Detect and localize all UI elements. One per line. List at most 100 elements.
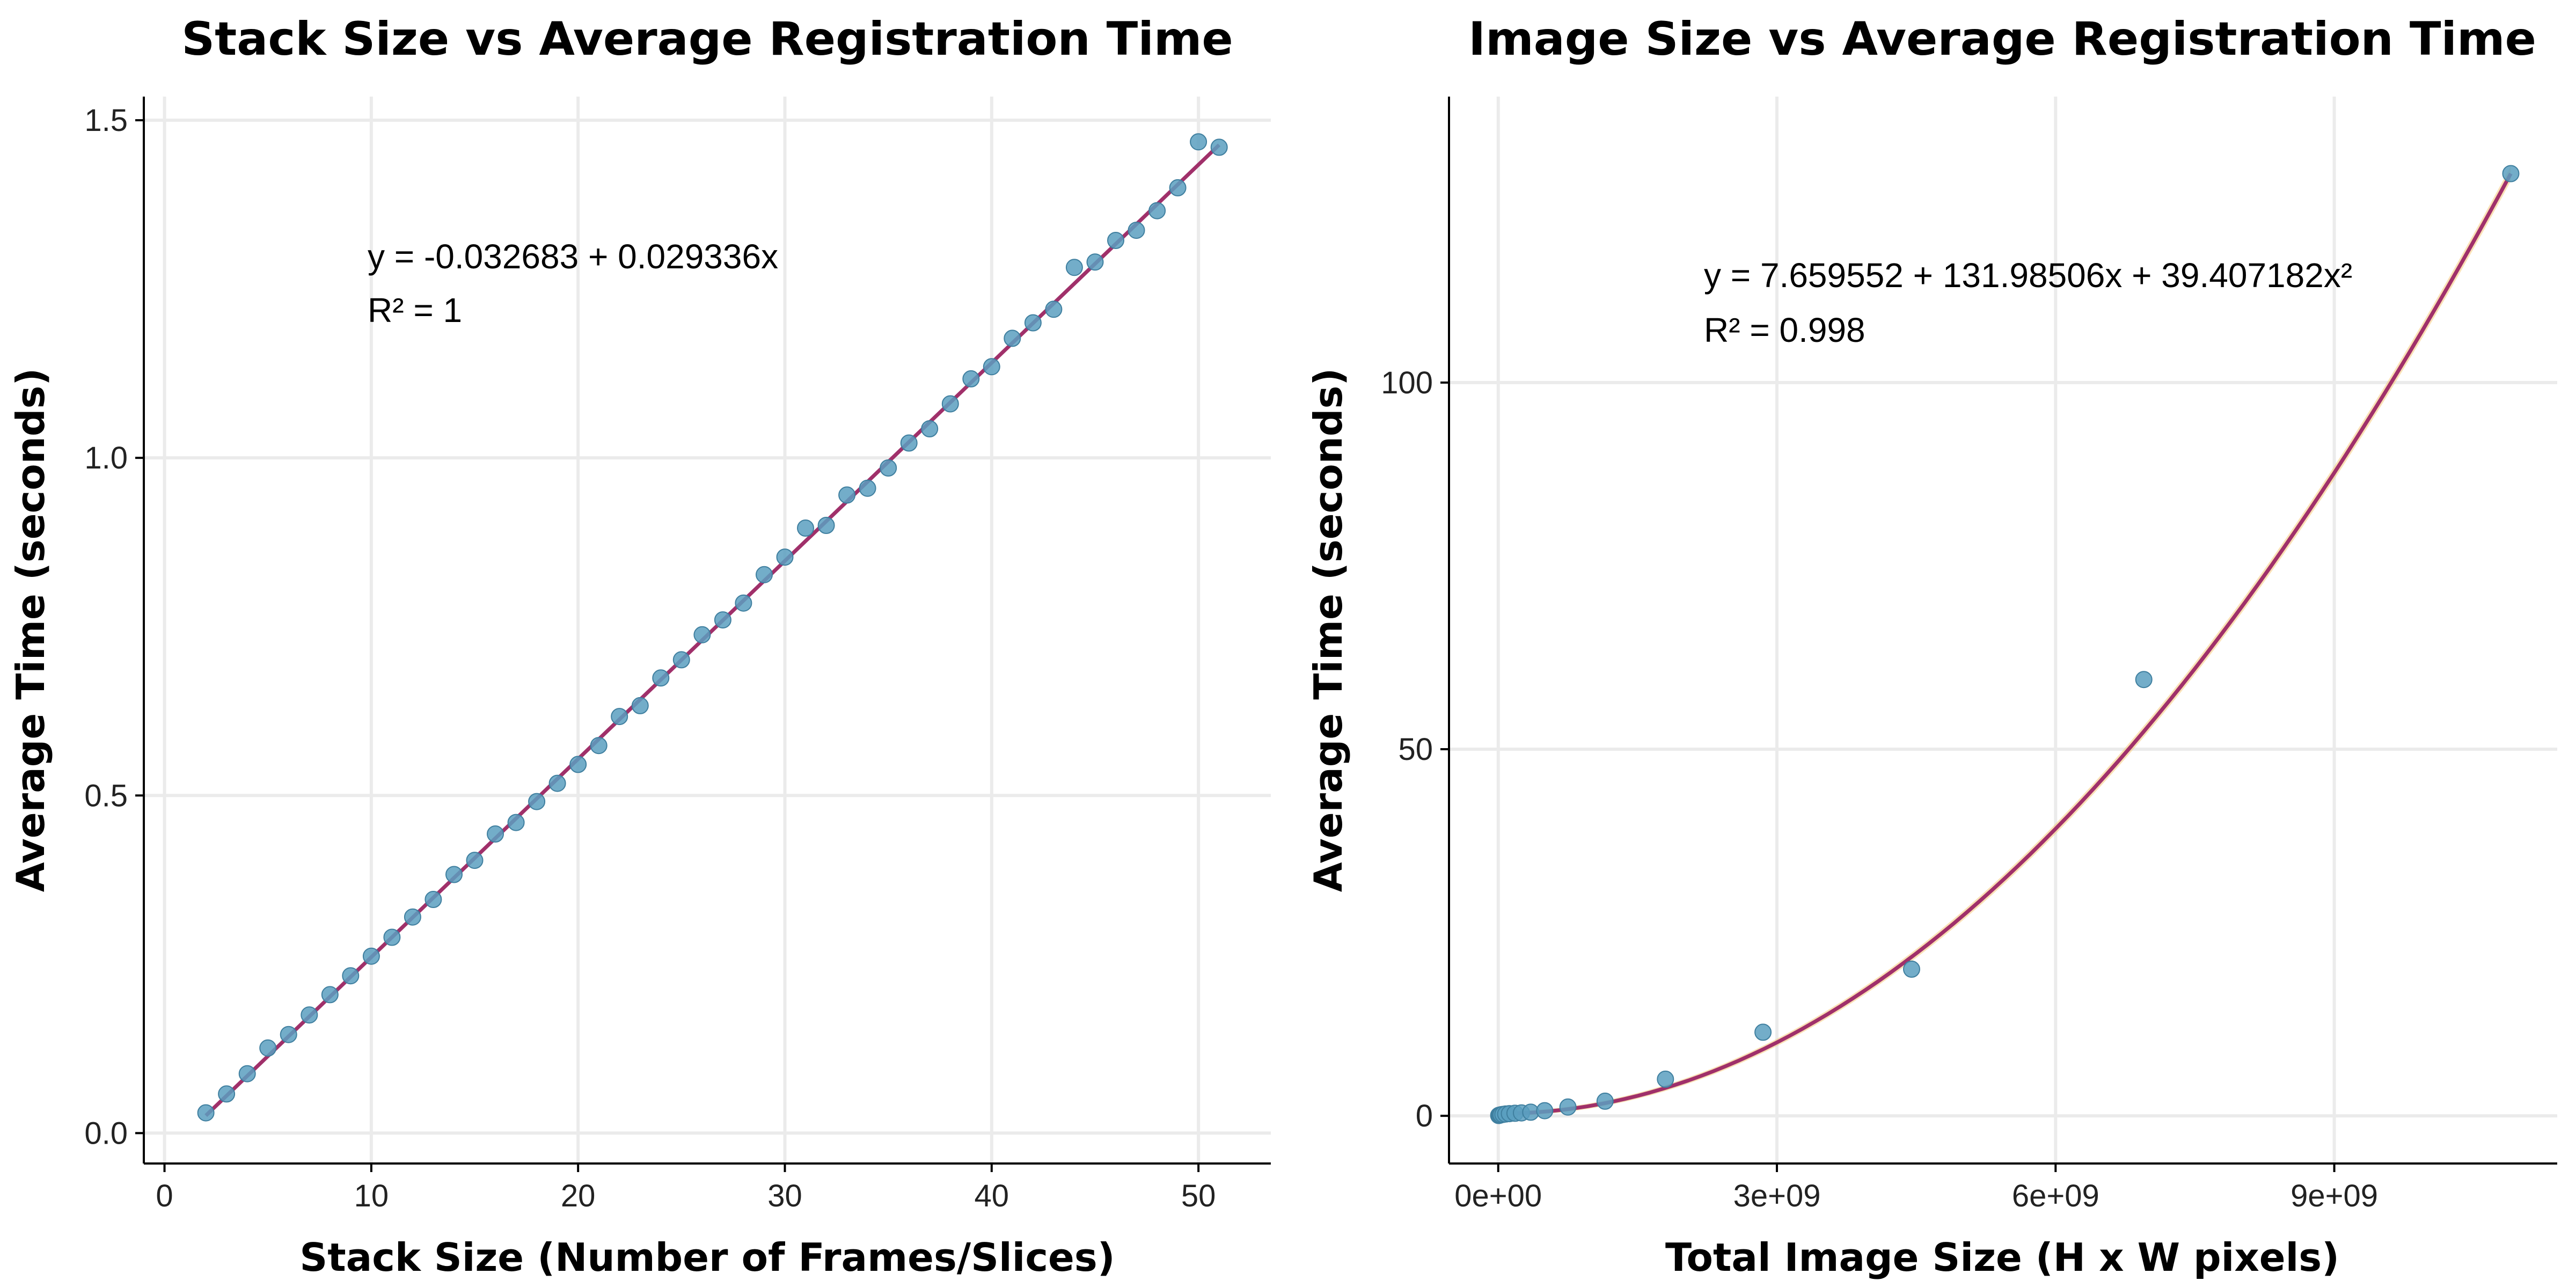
- data-point: [1903, 960, 1920, 978]
- data-point: [280, 1026, 297, 1043]
- fit-equation: y = -0.032683 + 0.029336x: [368, 237, 778, 276]
- x-tick-label: 20: [561, 1179, 596, 1213]
- x-axis-ticks: 0e+00 3e+09 6e+09 9e+09: [1454, 1163, 2378, 1213]
- data-point: [362, 947, 380, 965]
- y-axis-label: Average Time (seconds): [1306, 368, 1351, 892]
- data-point: [445, 866, 463, 883]
- data-point: [900, 434, 918, 452]
- data-point: [2502, 165, 2520, 182]
- data-point: [611, 708, 628, 726]
- data-point: [487, 825, 504, 843]
- data-point: [1045, 301, 1063, 318]
- data-point: [548, 774, 566, 792]
- chart-title: Image Size vs Average Registration Time: [1468, 12, 2536, 66]
- data-point: [1107, 232, 1124, 249]
- data-point: [301, 1006, 318, 1024]
- x-tick-label: 30: [767, 1179, 802, 1213]
- panel-image-size: Image Size vs Average Registration Time …: [1306, 12, 2557, 1280]
- data-point: [1536, 1102, 1554, 1119]
- data-point: [466, 852, 484, 869]
- chart-title: Stack Size vs Average Registration Time: [181, 12, 1233, 66]
- x-tick-label: 50: [1181, 1179, 1216, 1213]
- panel-stack-size: Stack Size vs Average Registration Time …: [8, 12, 1271, 1280]
- fit-line: [204, 143, 1221, 1117]
- data-point: [756, 566, 773, 583]
- data-point: [1190, 133, 1208, 151]
- y-tick-label: 100: [1381, 365, 1433, 400]
- data-point: [342, 967, 360, 985]
- data-point: [1148, 202, 1166, 219]
- y-tick-label: 0: [1416, 1099, 1433, 1133]
- data-point: [631, 697, 649, 714]
- x-tick-label: 6e+09: [2012, 1179, 2099, 1213]
- data-point: [693, 626, 711, 643]
- data-point: [1169, 179, 1187, 196]
- y-axis-label: Average Time (seconds): [8, 368, 53, 892]
- data-point: [1559, 1098, 1577, 1116]
- data-point: [197, 1104, 215, 1122]
- x-tick-label: 0: [156, 1179, 173, 1213]
- data-point: [1210, 138, 1228, 156]
- data-point: [880, 459, 897, 477]
- data-point: [1004, 330, 1021, 347]
- gridlines: [144, 97, 1271, 1163]
- x-axis-label: Total Image Size (H x W pixels): [1665, 1235, 2339, 1280]
- data-point: [797, 519, 814, 537]
- data-point: [321, 986, 339, 1004]
- data-point: [1024, 314, 1042, 332]
- data-point: [383, 928, 401, 946]
- data-point: [859, 479, 876, 497]
- data-point: [404, 908, 421, 926]
- data-point: [507, 814, 525, 831]
- data-point: [528, 793, 546, 810]
- confidence-band: [1498, 166, 2511, 1116]
- confidence-ribbon: [1498, 166, 2511, 1116]
- data-point: [590, 737, 608, 755]
- data-point: [1128, 222, 1145, 239]
- data-point: [1754, 1023, 1772, 1041]
- data-point: [672, 651, 690, 669]
- data-point: [735, 594, 752, 612]
- y-tick-label: 0.5: [84, 778, 128, 813]
- x-tick-label: 3e+09: [1733, 1179, 1821, 1213]
- fit-equation: y = 7.659552 + 131.98506x + 39.407182x²: [1704, 256, 2352, 295]
- gridlines: [1449, 97, 2557, 1163]
- data-point: [2135, 671, 2153, 689]
- y-tick-label: 1.5: [84, 103, 128, 138]
- data-point: [652, 669, 670, 687]
- x-tick-label: 40: [975, 1179, 1009, 1213]
- r-squared: R² = 0.998: [1704, 311, 1865, 349]
- x-tick-label: 9e+09: [2290, 1179, 2378, 1213]
- x-axis-label: Stack Size (Number of Frames/Slices): [299, 1235, 1115, 1280]
- fit-curve: [204, 143, 1221, 1117]
- data-point: [714, 611, 731, 629]
- data-point: [1596, 1092, 1614, 1110]
- fit-curve: [1498, 172, 2513, 1116]
- data-point: [1065, 259, 1083, 276]
- data-point: [776, 548, 794, 566]
- data-point: [921, 420, 939, 437]
- data-point: [941, 395, 959, 413]
- data-point: [238, 1065, 256, 1082]
- data-point: [1657, 1070, 1674, 1088]
- data-point: [259, 1039, 277, 1057]
- y-axis-ticks: 0.0 0.5 1.0 1.5: [84, 103, 144, 1151]
- x-tick-label: 0e+00: [1454, 1179, 1542, 1213]
- data-point: [817, 517, 835, 534]
- data-point: [218, 1085, 236, 1103]
- y-tick-label: 50: [1398, 732, 1433, 767]
- y-tick-label: 0.0: [84, 1116, 128, 1151]
- y-tick-label: 1.0: [84, 441, 128, 475]
- data-point: [838, 486, 856, 504]
- data-point: [983, 358, 1000, 376]
- data-point: [1086, 253, 1104, 271]
- x-tick-label: 10: [354, 1179, 389, 1213]
- fit-line: [1498, 172, 2513, 1116]
- y-axis-ticks: 0 50 100: [1381, 365, 1449, 1133]
- data-points: [1490, 165, 2520, 1124]
- x-axis-ticks: 0 10 20 30 40 50: [156, 1163, 1216, 1213]
- data-points: [197, 133, 1228, 1122]
- data-point: [569, 756, 587, 773]
- data-point: [425, 891, 442, 908]
